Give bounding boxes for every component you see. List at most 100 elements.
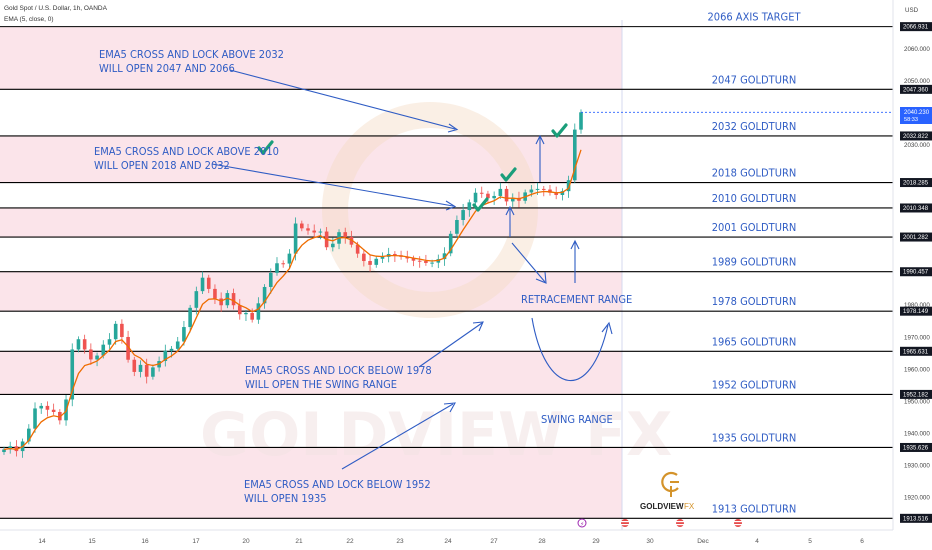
time-axis-ticks: 14 15 16 17 20 21 22 23 24 27 28 29 30 Dec 4 5 6 — [38, 538, 864, 545]
price-series — [2, 109, 583, 458]
candle-body — [312, 230, 317, 233]
time-tick: 28 — [538, 538, 546, 545]
goldturn-label: 2018 GOLDTURN — [712, 167, 796, 180]
price-tag — [900, 442, 932, 452]
price-tag-text: 1952.182 — [903, 392, 929, 398]
time-axis[interactable] — [0, 529, 893, 550]
candle-body — [318, 231, 323, 233]
candle-body — [442, 253, 447, 260]
candle-body — [572, 129, 577, 181]
candle-body — [120, 323, 124, 337]
arrow-below-1952 — [341, 403, 454, 470]
price-tag — [900, 346, 932, 356]
ema-series — [3, 111, 900, 451]
time-tick: 23 — [396, 538, 404, 545]
price-tag-text: 2010.348 — [903, 206, 929, 212]
candle-body — [424, 261, 428, 263]
candle-body — [206, 277, 211, 289]
arrow-above-2010 — [211, 163, 454, 207]
candle-body — [169, 348, 174, 351]
svg-text:WILL OPEN 1935: WILL OPEN 1935 — [244, 492, 327, 505]
goldturn-label: 1913 GOLDTURN — [712, 502, 796, 515]
price-tag-text: 1965.631 — [903, 349, 929, 355]
goldturn-zone — [0, 26, 622, 90]
candle-body — [343, 232, 348, 237]
candle-body — [355, 244, 360, 254]
candle-body — [300, 223, 304, 229]
candle-body — [486, 193, 490, 199]
svg-text:⚡: ⚡ — [580, 521, 584, 528]
price-tick: 2060.000 — [904, 46, 930, 53]
candle-body — [163, 350, 168, 362]
currency-label: USD — [905, 7, 919, 14]
price-tag — [900, 267, 932, 277]
price-tag — [900, 389, 932, 399]
candle-body — [554, 192, 558, 195]
candle-body — [138, 364, 143, 372]
candle-body — [144, 364, 149, 377]
candle-body — [244, 312, 248, 315]
candle-body — [213, 288, 217, 299]
candle-body — [281, 263, 285, 265]
check-2018-cross — [500, 167, 517, 182]
watermark: GOLDVIEW FX — [200, 102, 672, 470]
svg-text:2040.230: 2040.230 — [904, 110, 930, 116]
brand-suffix: FX — [684, 502, 695, 511]
candle-body — [33, 408, 37, 429]
goldturn-label: 1952 GOLDTURN — [712, 378, 796, 391]
watermark-text: GOLDVIEW FX — [200, 400, 672, 470]
goldview-logo: GOLDVIEW FX — [640, 471, 695, 511]
candle-body — [498, 188, 503, 196]
time-tick: 30 — [646, 538, 654, 545]
candle-body — [579, 112, 583, 130]
time-tick: 24 — [444, 538, 452, 545]
price-tag-text: 2047.360 — [903, 87, 929, 93]
price-tag — [900, 513, 932, 523]
goldturn-label: 2010 GOLDTURN — [712, 192, 796, 205]
time-tick: Dec — [697, 538, 709, 545]
candle-body — [126, 336, 130, 360]
candle-body — [393, 253, 397, 256]
candle-body — [504, 188, 509, 202]
annotation-above-2032: EMA5 CROSS AND LOCK ABOVE 2032 WILL OPEN… — [99, 48, 284, 75]
goldturn-labels: 2066 AXIS TARGET 2047 GOLDTURN 2032 GOLDTU… — [707, 11, 801, 516]
candle-body — [2, 449, 6, 453]
check-2032-cross — [551, 123, 568, 138]
candle-body — [331, 243, 335, 248]
bar-countdown: 58:33 — [904, 117, 918, 123]
candle-body — [293, 223, 298, 254]
candle-body — [529, 189, 534, 193]
time-tick: 15 — [88, 538, 96, 545]
candle-body — [95, 355, 99, 360]
time-tick: 29 — [592, 538, 600, 545]
time-tick: 17 — [192, 538, 200, 545]
svg-text:WILL OPEN 2018 AND 2032: WILL OPEN 2018 AND 2032 — [94, 159, 230, 172]
candle-body — [101, 344, 106, 356]
candle-body — [262, 286, 267, 304]
candle-body — [467, 202, 472, 211]
indicator-legend: EMA (5, close, 0) — [4, 16, 54, 23]
goldturn-zones — [0, 26, 622, 519]
candle-body — [275, 263, 279, 273]
price-axis-tags: 2066.931 2047.360 2032.822 2018.285 2010.348… — [900, 22, 932, 523]
candle-body — [219, 298, 223, 306]
goldturn-label: 2066 AXIS TARGET — [707, 11, 801, 24]
candle-body — [535, 188, 540, 190]
svg-text:WILL OPEN 2047 AND 2066: WILL OPEN 2047 AND 2066 — [99, 62, 235, 75]
goldturn-label: 2001 GOLDTURN — [712, 221, 796, 234]
candle-body — [132, 359, 137, 372]
price-tick: 1930.000 — [904, 463, 930, 470]
time-tick: 22 — [346, 538, 354, 545]
candle-body — [479, 192, 484, 194]
candle-body — [113, 323, 118, 340]
goldturn-label: 1989 GOLDTURN — [712, 256, 796, 269]
price-tag-text: 1978.149 — [903, 309, 929, 315]
price-tag — [900, 131, 932, 141]
candle-body — [349, 236, 354, 245]
candle-body — [268, 272, 273, 287]
price-tick: 1940.000 — [904, 430, 930, 437]
candle-body — [374, 258, 379, 265]
svg-text:EMA5 CROSS AND LOCK ABOVE 2010: EMA5 CROSS AND LOCK ABOVE 2010 — [94, 145, 279, 158]
us-flag-icon — [621, 519, 629, 527]
